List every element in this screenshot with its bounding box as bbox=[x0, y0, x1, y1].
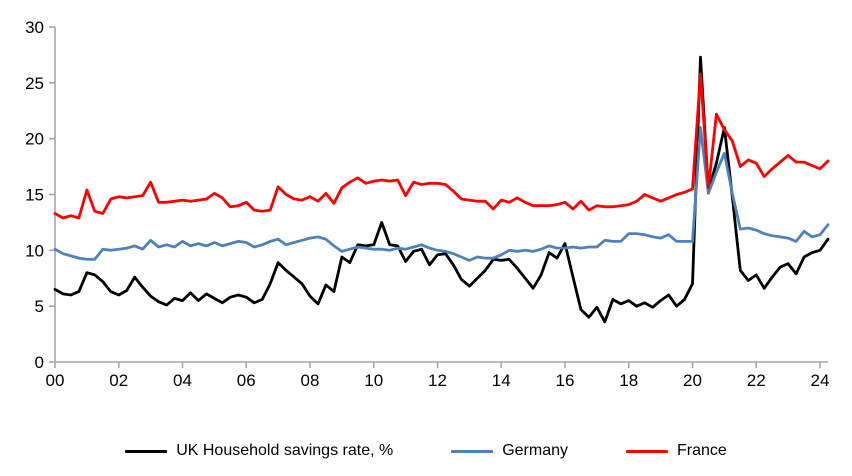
legend-label-germany: Germany bbox=[502, 442, 568, 459]
x-tick-label: 12 bbox=[428, 371, 447, 390]
legend-item-germany: Germany bbox=[451, 442, 568, 460]
x-tick-label: 04 bbox=[173, 371, 192, 390]
chart-legend: UK Household savings rate, % Germany Fra… bbox=[0, 442, 852, 460]
x-tick-label: 22 bbox=[747, 371, 766, 390]
france-line-swatch-icon bbox=[626, 449, 668, 453]
y-tick-label: 30 bbox=[25, 18, 44, 37]
y-tick-label: 25 bbox=[25, 74, 44, 93]
series-line-1 bbox=[53, 126, 830, 262]
legend-label-france: France bbox=[677, 442, 727, 459]
x-tick-label: 14 bbox=[492, 371, 511, 390]
x-tick-label: 10 bbox=[364, 371, 383, 390]
y-tick-label: 15 bbox=[25, 186, 44, 205]
y-tick-label: 0 bbox=[35, 353, 44, 372]
series-line-2 bbox=[53, 72, 830, 220]
x-tick-label: 02 bbox=[109, 371, 128, 390]
y-tick-label: 10 bbox=[25, 241, 44, 260]
y-tick-label: 20 bbox=[25, 130, 44, 149]
germany-line-swatch-icon bbox=[451, 449, 494, 453]
legend-item-uk: UK Household savings rate, % bbox=[125, 442, 393, 460]
legend-label-uk: UK Household savings rate, % bbox=[176, 442, 394, 459]
x-tick-label: 16 bbox=[556, 371, 575, 390]
y-tick-label: 5 bbox=[35, 297, 44, 316]
x-tick-label: 18 bbox=[619, 371, 638, 390]
x-tick-label: 00 bbox=[46, 371, 65, 390]
x-tick-label: 06 bbox=[237, 371, 256, 390]
x-tick-label: 08 bbox=[301, 371, 320, 390]
series-line-0 bbox=[53, 55, 830, 324]
legend-item-france: France bbox=[626, 442, 727, 460]
uk-line-swatch-icon bbox=[125, 449, 168, 453]
x-tick-label: 24 bbox=[811, 371, 830, 390]
x-tick-label: 20 bbox=[683, 371, 702, 390]
